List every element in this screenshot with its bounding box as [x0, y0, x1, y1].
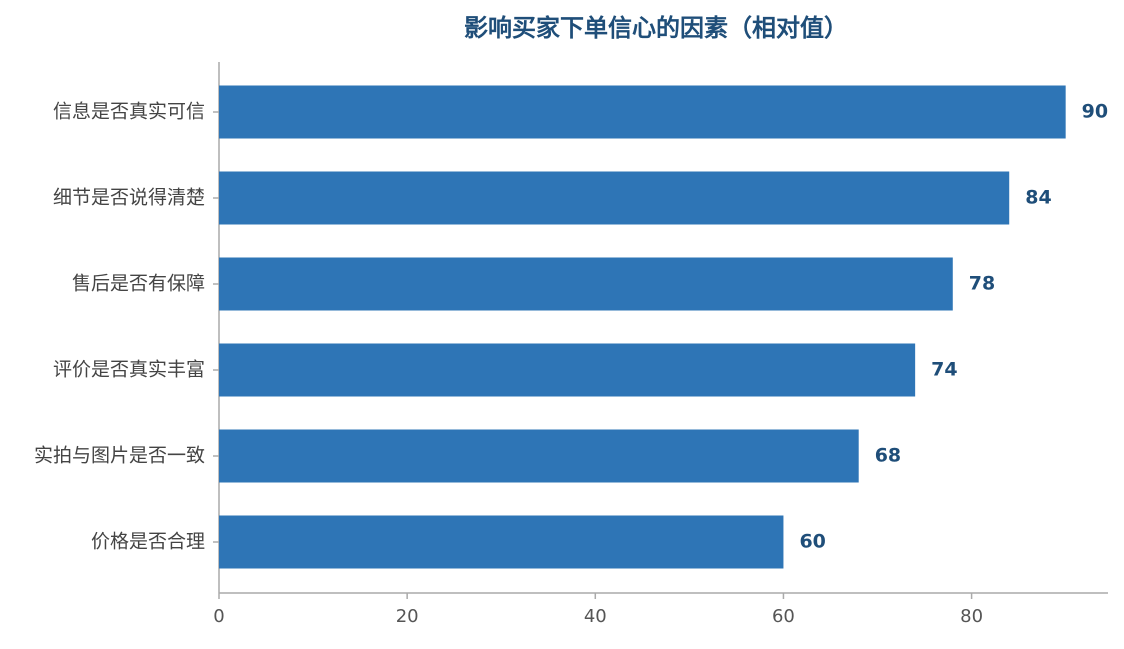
- y-tick-label: 实拍与图片是否一致: [34, 445, 205, 467]
- y-tick-label: 细节是否说得清楚: [53, 187, 205, 209]
- bar: [219, 85, 1066, 139]
- x-tick-label: 0: [213, 606, 224, 627]
- value-label: 74: [931, 359, 957, 381]
- y-tick-label: 价格是否合理: [91, 531, 205, 553]
- y-tick-label: 评价是否真实丰富: [53, 359, 205, 381]
- y-tick-label: 售后是否有保障: [72, 273, 205, 295]
- bar: [219, 257, 953, 311]
- value-label: 90: [1082, 101, 1108, 123]
- x-tick-label: 20: [396, 606, 419, 627]
- value-label: 84: [1025, 187, 1051, 209]
- bar: [219, 343, 916, 397]
- x-tick-label: 80: [960, 606, 983, 627]
- bar: [219, 171, 1010, 225]
- bar: [219, 429, 859, 483]
- y-tick-label: 信息是否真实可信: [53, 101, 205, 123]
- value-label: 78: [969, 273, 995, 295]
- value-label: 68: [875, 445, 901, 467]
- x-tick-label: 60: [772, 606, 795, 627]
- chart-title: 影响买家下单信心的因素（相对值）: [464, 14, 848, 42]
- bar: [219, 515, 784, 569]
- value-label: 60: [799, 531, 825, 553]
- x-tick-label: 40: [584, 606, 607, 627]
